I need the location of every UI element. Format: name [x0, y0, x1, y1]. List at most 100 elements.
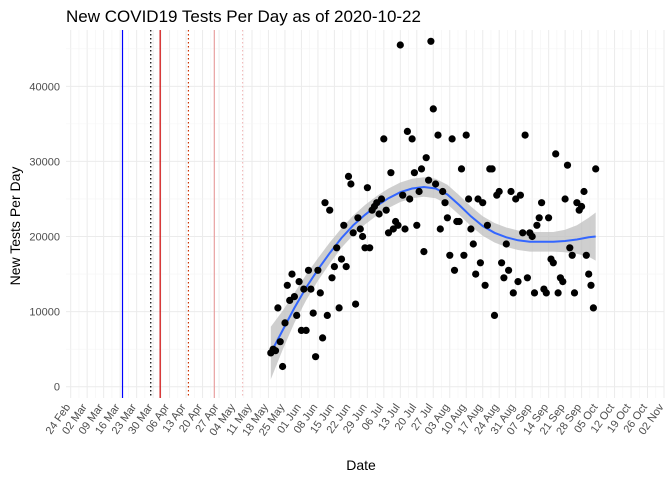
data-point — [293, 311, 301, 319]
data-point — [563, 161, 572, 169]
data-point — [570, 289, 579, 297]
data-point — [328, 274, 336, 282]
data-point — [483, 221, 491, 229]
data-point — [498, 259, 506, 267]
data-point — [354, 214, 362, 222]
data-point — [469, 240, 477, 248]
data-point — [347, 180, 355, 188]
data-point — [425, 176, 433, 184]
data-point — [448, 135, 456, 143]
data-point — [495, 187, 503, 196]
data-point — [349, 229, 357, 237]
y-axis-ticks: 0 10000 20000 30000 40000 — [29, 81, 60, 393]
data-point — [434, 131, 442, 139]
data-point — [439, 187, 447, 196]
data-point — [307, 285, 315, 293]
data-point — [413, 221, 421, 229]
data-point — [377, 195, 386, 203]
y-axis-title: New Tests Per Day — [7, 167, 23, 286]
data-point — [420, 248, 428, 256]
data-point — [488, 165, 496, 173]
data-point — [337, 255, 346, 263]
data-point — [516, 191, 525, 199]
data-point — [507, 187, 515, 196]
data-point — [580, 187, 588, 196]
data-point — [408, 135, 416, 143]
data-point — [490, 311, 499, 319]
data-point — [462, 131, 470, 139]
data-point — [356, 225, 364, 233]
data-point — [561, 195, 569, 203]
data-point — [500, 274, 508, 282]
data-point — [375, 210, 383, 218]
data-point — [545, 214, 553, 222]
data-point — [538, 199, 546, 207]
data-point — [467, 225, 475, 233]
data-point — [276, 338, 284, 346]
data-point — [387, 169, 395, 177]
data-point — [578, 202, 586, 211]
data-point — [271, 347, 280, 355]
data-point — [472, 270, 480, 278]
data-point — [288, 270, 296, 278]
data-point — [509, 289, 517, 297]
data-point — [441, 199, 449, 207]
data-point — [314, 266, 322, 274]
data-point — [465, 195, 473, 203]
data-point — [406, 195, 414, 203]
data-point — [432, 180, 440, 188]
intervention-lines — [121, 30, 244, 398]
data-point — [429, 105, 437, 113]
data-point — [457, 165, 466, 173]
data-point — [533, 221, 541, 229]
y-tick-label: 40000 — [29, 81, 60, 93]
data-point — [323, 311, 331, 319]
data-point — [335, 304, 343, 312]
data-point — [394, 221, 402, 229]
data-points — [267, 37, 600, 371]
data-point — [359, 232, 367, 241]
data-point — [342, 263, 350, 271]
data-point — [585, 270, 593, 278]
data-point — [295, 278, 303, 286]
data-point — [333, 244, 341, 252]
data-point — [519, 229, 527, 237]
data-point — [300, 285, 308, 293]
data-point — [566, 244, 574, 252]
data-point — [399, 191, 407, 199]
data-point — [528, 232, 536, 241]
data-point — [382, 206, 390, 214]
data-point — [535, 214, 543, 222]
data-point — [330, 263, 338, 271]
data-point — [460, 251, 468, 259]
x-axis-title: Date — [346, 457, 376, 473]
data-point — [455, 217, 463, 226]
data-point — [304, 266, 313, 274]
y-tick-label: 0 — [54, 382, 60, 394]
data-point — [587, 281, 595, 289]
data-point — [502, 240, 510, 248]
data-point — [312, 353, 320, 361]
data-point — [542, 289, 550, 297]
data-point — [589, 304, 598, 312]
data-point — [352, 300, 360, 308]
data-point — [481, 281, 489, 289]
data-point — [326, 206, 334, 214]
data-point — [549, 259, 557, 267]
data-point — [479, 199, 487, 207]
data-point — [319, 334, 327, 342]
y-tick-label: 30000 — [29, 156, 60, 168]
data-point — [363, 184, 371, 192]
data-point — [530, 289, 539, 297]
data-point — [521, 131, 529, 139]
data-point — [443, 214, 451, 222]
data-point — [380, 135, 388, 143]
data-point — [552, 150, 560, 158]
y-tick-label: 20000 — [29, 232, 60, 244]
smooth-line-group — [269, 185, 596, 354]
data-point — [582, 251, 590, 259]
data-point — [401, 225, 409, 233]
data-point — [568, 251, 576, 259]
data-point — [321, 199, 329, 207]
data-point — [427, 37, 435, 45]
